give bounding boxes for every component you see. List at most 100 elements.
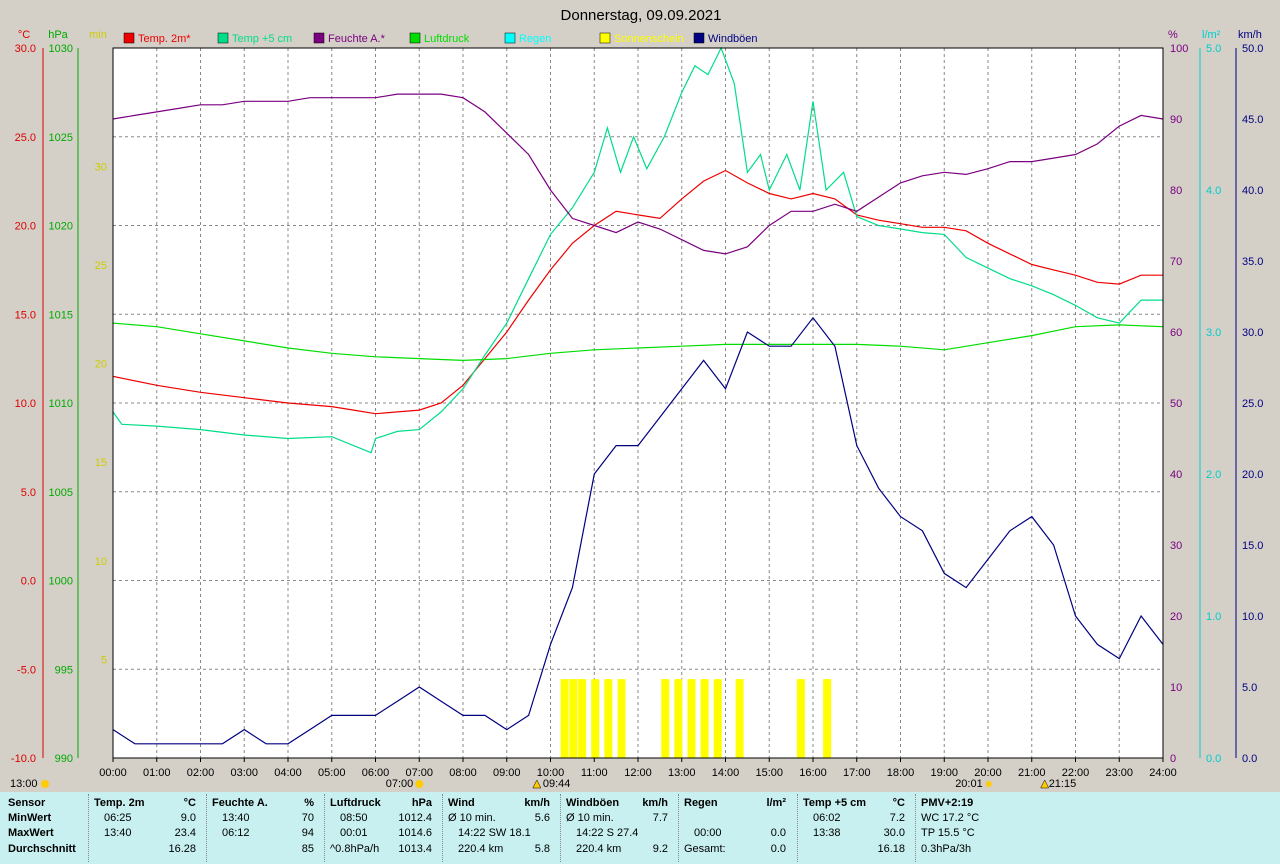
- legend-label: Temp +5 cm: [232, 33, 292, 45]
- rain-tick: 2.0: [1206, 469, 1221, 481]
- rain-unit: l/m²: [1202, 29, 1221, 41]
- pressure-tick: 1005: [49, 487, 73, 499]
- cell-left: 06:12: [222, 827, 250, 839]
- sunshine-bar: [796, 679, 805, 758]
- stats-table: Sensor MinWert MaxWert Durchschnitt Temp. 2m…: [0, 792, 1280, 864]
- column-separator: [915, 794, 916, 862]
- temp-tick: 15.0: [15, 309, 36, 321]
- moonrise-icon: [532, 779, 542, 789]
- cell-value: 0.0: [770, 843, 786, 855]
- sunrise-icon: [415, 780, 424, 788]
- humidity-tick: 60: [1170, 327, 1182, 339]
- row-label: MaxWert: [8, 827, 54, 839]
- sunmin-tick: 10: [95, 556, 107, 568]
- sunshine-bar: [560, 679, 569, 758]
- x-tick: 22:00: [1062, 767, 1090, 779]
- cell-value: 16.18: [877, 843, 905, 855]
- wind-tick: 25.0: [1242, 398, 1263, 410]
- cell-value: 5.8: [534, 843, 550, 855]
- x-tick: 13:00: [668, 767, 696, 779]
- cell-left: 00:00: [694, 827, 722, 839]
- cell-value: 16.28: [168, 843, 196, 855]
- column-head: PMV+2:19: [921, 797, 974, 809]
- pressure-tick: 990: [55, 753, 73, 765]
- series-line-3: [112, 322, 1164, 362]
- column-separator: [678, 794, 679, 862]
- sunset-icon: [985, 781, 992, 787]
- column-unit: °C: [892, 797, 905, 809]
- temp-tick: 0.0: [21, 576, 36, 588]
- legend-label: Feuchte A.*: [328, 33, 386, 45]
- pressure-tick: 1030: [49, 43, 73, 55]
- sunshine-bar: [569, 679, 578, 758]
- wind-tick: 0.0: [1242, 753, 1257, 765]
- rain-tick: 5.0: [1206, 43, 1221, 55]
- humidity-tick: 0: [1170, 753, 1176, 765]
- column-unit: hPa: [411, 797, 432, 809]
- cell-left: 08:50: [340, 812, 368, 824]
- column-separator: [88, 794, 89, 862]
- x-tick: 23:00: [1105, 767, 1133, 779]
- column-unit: l/m²: [766, 797, 786, 809]
- cell-left: Gesamt:: [684, 843, 726, 855]
- humidity-tick: 90: [1170, 114, 1182, 126]
- moonset-time: 21:15: [1049, 778, 1077, 790]
- cell-value: 1014.6: [398, 827, 432, 839]
- x-tick: 10:00: [537, 767, 565, 779]
- cell-value: 94: [301, 827, 314, 839]
- cell-value: 1012.4: [398, 812, 432, 824]
- sunmin-tick: 5: [101, 654, 107, 666]
- cell-value: 0.0: [770, 827, 786, 839]
- weather-chart: 30.025.020.015.010.05.00.0-5.0-10.010301…: [10, 7, 1263, 790]
- legend-swatch: [693, 32, 705, 44]
- legend-swatch: [409, 32, 421, 44]
- x-tick: 08:00: [449, 767, 477, 779]
- table-column: Windböen km/h Ø 10 min. 7.7 14:22 S 27.4 220.…: [566, 792, 668, 864]
- legend-label: Sonnenschein: [614, 33, 684, 45]
- column-unit: %: [304, 797, 314, 809]
- sunshine-bar: [713, 679, 722, 758]
- temp-tick: -10.0: [11, 753, 36, 765]
- humidity-tick: 100: [1170, 43, 1188, 55]
- table-column: Temp. 2m °C 06:25 9.0 13:40 23.4 16.28: [94, 792, 196, 864]
- column-head: Luftdruck: [330, 797, 381, 809]
- row-label: MinWert: [8, 812, 52, 824]
- column-head: Temp +5 cm: [803, 797, 867, 809]
- wind-tick: 45.0: [1242, 114, 1263, 126]
- sunshine-bar: [661, 679, 670, 758]
- cell-value: 7.2: [889, 812, 905, 824]
- legend-label: Luftdruck: [424, 33, 470, 45]
- x-tick: 20:00: [974, 767, 1002, 779]
- rain-tick: 1.0: [1206, 611, 1221, 623]
- rain-tick: 0.0: [1206, 753, 1221, 765]
- table-column: Regen l/m² 00:00 0.0 Gesamt: 0.0: [684, 792, 786, 864]
- column-head: Windböen: [566, 797, 620, 809]
- pressure-tick: 1025: [49, 132, 73, 144]
- series-line-0: [112, 169, 1163, 415]
- sunshine-bars: [560, 679, 832, 758]
- legend-swatch: [599, 32, 611, 44]
- x-tick: 05:00: [318, 767, 346, 779]
- cell-left: WC 17.2 °C: [921, 812, 980, 824]
- legend-swatch: [504, 32, 516, 44]
- rain-tick: 3.0: [1206, 327, 1221, 339]
- cell-value: 7.7: [652, 812, 668, 824]
- table-row-labels: Sensor MinWert MaxWert Durchschnitt: [8, 792, 88, 864]
- wind-tick: 5.0: [1242, 682, 1257, 694]
- sunshine-bar: [687, 679, 696, 758]
- humidity-tick: 10: [1170, 682, 1182, 694]
- wind-tick: 40.0: [1242, 185, 1263, 197]
- temp-tick: 5.0: [21, 487, 36, 499]
- legend-label: Temp. 2m*: [138, 33, 191, 45]
- humidity-tick: 40: [1170, 469, 1182, 481]
- cell-left: 13:40: [104, 827, 132, 839]
- cell-left: 00:01: [340, 827, 368, 839]
- column-unit: km/h: [642, 797, 668, 809]
- cell-left: 14:22 S 27.4: [576, 827, 639, 839]
- cell-value: 1013.4: [398, 843, 432, 855]
- sunshine-bar: [674, 679, 683, 758]
- pressure-tick: 1020: [49, 221, 73, 233]
- cell-value: 30.0: [883, 827, 905, 839]
- sunmin-tick: 20: [95, 359, 107, 371]
- legend-swatch: [313, 32, 325, 44]
